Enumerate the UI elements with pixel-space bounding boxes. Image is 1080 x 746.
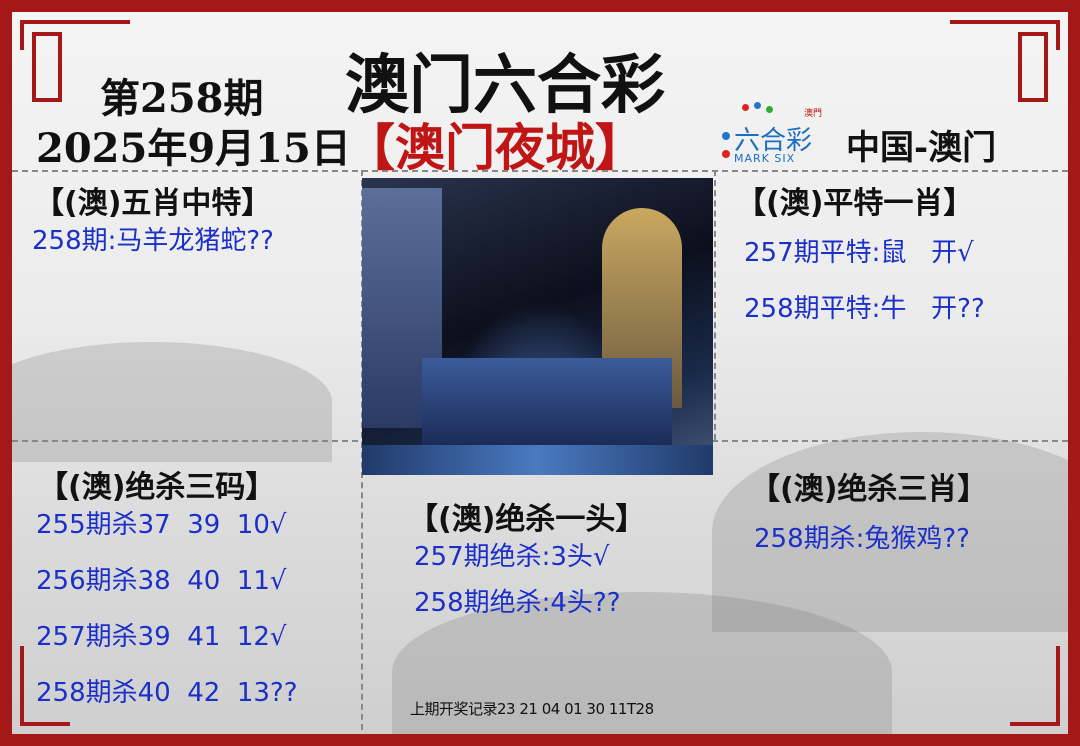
logo-name: 六合彩	[734, 126, 813, 156]
landscape-decoration	[392, 592, 892, 734]
fret-ornament-top-left	[20, 20, 130, 50]
logo-dot	[754, 102, 761, 109]
fret-ornament-top-right	[1018, 32, 1048, 102]
flat-zodiac-line: 258期平特:牛 开??	[744, 294, 985, 324]
section-title-kill-one-head: 【(澳)绝杀一头】	[408, 502, 646, 537]
kill-codes-line: 258期杀40 42 13??	[36, 678, 298, 708]
logo-latin: MARK SIX	[734, 152, 796, 165]
logo-dot	[766, 106, 773, 113]
mark-six-logo: 澳門 六合彩 MARK SIX	[718, 102, 848, 172]
fret-ornament-bottom-left	[20, 646, 70, 726]
fret-ornament-top-left	[32, 32, 62, 102]
divider	[714, 170, 716, 440]
fret-ornament-bottom-right	[1010, 646, 1060, 726]
water-reflection	[362, 445, 713, 475]
kill-codes-line: 256期杀38 40 11√	[36, 566, 287, 596]
five-zodiac-line: 258期:马羊龙猪蛇??	[32, 226, 274, 256]
macau-night-city-photo	[362, 178, 713, 475]
logo-top-text: 澳門	[804, 109, 823, 119]
logo-dot	[722, 132, 730, 140]
subtitle: 【澳门夜城】	[345, 118, 645, 177]
draw-date: 2025年9月15日	[36, 125, 351, 172]
section-title-flat-zodiac: 【(澳)平特一肖】	[736, 186, 974, 221]
kill-head-line: 257期绝杀:3头√	[414, 542, 610, 572]
section-title-five-zodiac: 【(澳)五肖中特】	[34, 186, 272, 221]
fret-ornament-top-right	[950, 20, 1060, 50]
section-title-kill-three-codes: 【(澳)绝杀三码】	[38, 470, 276, 505]
poster: 第258期 澳门六合彩 2025年9月15日 【澳门夜城】 澳門 六合彩 MAR…	[12, 12, 1068, 734]
landscape-decoration	[712, 432, 1068, 632]
kill-codes-line: 255期杀37 39 10√	[36, 510, 287, 540]
logo-dot	[742, 104, 749, 111]
kill-zodiac-line: 258期杀:兔猴鸡??	[754, 524, 970, 554]
building	[422, 358, 672, 448]
section-title-kill-three-zodiac: 【(澳)绝杀三肖】	[750, 472, 988, 507]
kill-head-line: 258期绝杀:4头??	[414, 588, 621, 618]
last-draw-record: 上期开奖记录23 21 04 01 30 11T28	[410, 700, 654, 718]
region-label: 中国-澳门	[846, 128, 997, 168]
logo-dot	[722, 150, 730, 158]
main-title: 澳门六合彩	[345, 48, 665, 123]
issue-number: 第258期	[100, 75, 264, 122]
kill-codes-line: 257期杀39 41 12√	[36, 622, 287, 652]
flat-zodiac-line: 257期平特:鼠 开√	[744, 238, 974, 268]
landscape-decoration	[12, 342, 332, 462]
divider	[12, 170, 1068, 172]
